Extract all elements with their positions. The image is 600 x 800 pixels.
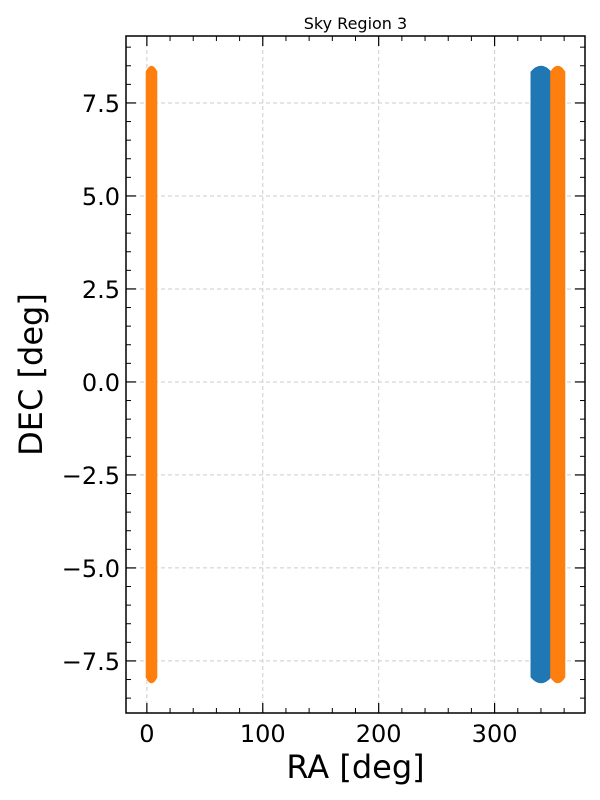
y-tick-label: −5.0	[62, 555, 120, 583]
data-bands	[145, 65, 566, 684]
y-tick-label: 2.5	[82, 276, 120, 304]
y-tick-label: 7.5	[82, 90, 120, 118]
y-tick-label: −2.5	[62, 462, 120, 490]
x-tick-label: 0	[139, 720, 154, 748]
y-tick-label: 0.0	[82, 369, 120, 397]
x-axis-label: RA [deg]	[286, 748, 424, 786]
y-tick-label: 5.0	[82, 183, 120, 211]
plot-frame	[125, 35, 586, 714]
data-band-3	[550, 65, 566, 684]
chart-title: Sky Region 3	[304, 14, 407, 33]
x-tick-label: 300	[472, 720, 518, 748]
tick-labels: 0 100 200 300 −7.5 −5.0 −2.5 0.0 2.5 5.0 7.5	[62, 90, 518, 748]
y-axis-label: DEC [deg]	[12, 293, 50, 456]
data-band-2	[145, 65, 158, 684]
data-band-1	[530, 65, 552, 684]
y-tick-label: −7.5	[62, 648, 120, 676]
axis-ticks	[126, 36, 585, 713]
x-tick-label: 200	[356, 720, 402, 748]
grid	[126, 36, 585, 713]
x-tick-label: 100	[240, 720, 286, 748]
